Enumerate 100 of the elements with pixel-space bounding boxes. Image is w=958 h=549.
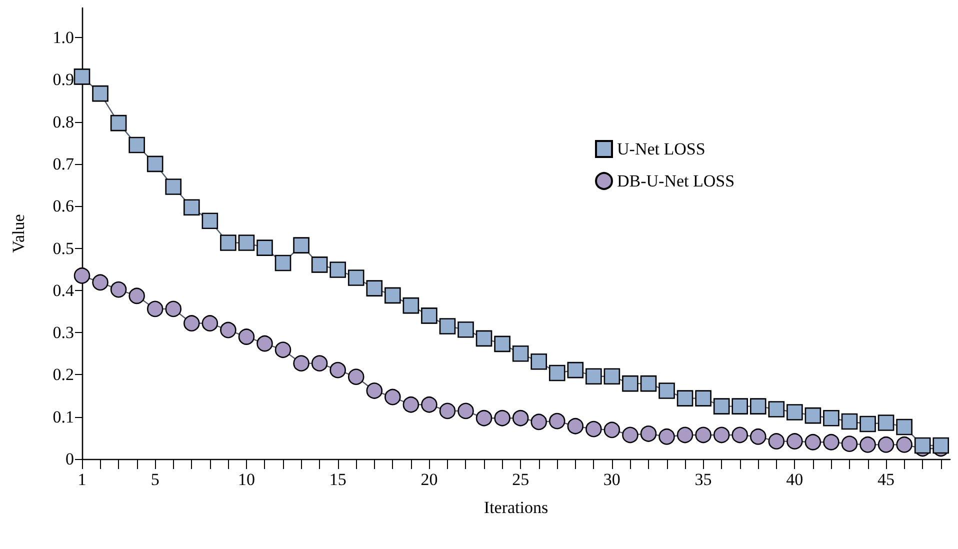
point bbox=[220, 322, 236, 338]
point bbox=[330, 362, 346, 378]
y-tick-label: 0.7 bbox=[52, 154, 74, 174]
point bbox=[676, 390, 694, 406]
x-tick-label: 25 bbox=[512, 470, 530, 489]
point bbox=[146, 300, 164, 318]
point bbox=[804, 407, 822, 424]
y-tick-label: 0 bbox=[66, 450, 74, 468]
point bbox=[384, 388, 401, 406]
point bbox=[658, 382, 675, 399]
point bbox=[110, 114, 127, 132]
point bbox=[786, 433, 803, 450]
point bbox=[183, 199, 200, 216]
point bbox=[860, 436, 876, 453]
point bbox=[530, 414, 547, 430]
point bbox=[476, 330, 492, 347]
point bbox=[604, 368, 620, 385]
point bbox=[604, 422, 620, 438]
y-tick-label: 0.3 bbox=[52, 323, 74, 342]
point bbox=[622, 375, 638, 392]
x-tick-label: 40 bbox=[786, 470, 804, 489]
point bbox=[274, 254, 292, 272]
point bbox=[458, 402, 474, 420]
point bbox=[74, 68, 90, 85]
point bbox=[421, 396, 438, 413]
y-tick-label: 0.5 bbox=[52, 238, 74, 258]
y-tick-label: 0.1 bbox=[52, 407, 74, 426]
point bbox=[366, 280, 383, 296]
point bbox=[640, 426, 657, 442]
x-tick-label: 15 bbox=[329, 470, 346, 489]
point bbox=[713, 398, 730, 414]
point bbox=[750, 428, 766, 445]
point bbox=[713, 426, 730, 444]
point bbox=[311, 355, 328, 372]
point bbox=[732, 398, 748, 414]
point bbox=[256, 240, 273, 256]
point bbox=[823, 410, 840, 426]
x-tick-label: 20 bbox=[420, 470, 438, 489]
point bbox=[202, 315, 218, 332]
x-tick-label: 45 bbox=[878, 470, 895, 489]
point bbox=[695, 390, 712, 406]
point bbox=[567, 418, 584, 434]
y-tick-label: 1.0 bbox=[52, 28, 74, 48]
x-tick-label: 1 bbox=[78, 470, 86, 489]
point bbox=[220, 234, 236, 251]
y-tick-label: 0.8 bbox=[52, 112, 74, 132]
point bbox=[128, 288, 145, 304]
legend-label: DB-U-Net LOSS bbox=[617, 172, 735, 190]
point bbox=[932, 437, 950, 454]
point bbox=[165, 178, 182, 195]
legend-label: U-Net LOSS bbox=[617, 140, 706, 158]
point bbox=[768, 433, 785, 450]
point bbox=[914, 437, 931, 454]
point bbox=[530, 353, 547, 370]
x-tick-label: 35 bbox=[694, 470, 712, 489]
point bbox=[402, 396, 420, 413]
point bbox=[293, 237, 310, 254]
point bbox=[896, 418, 912, 436]
point bbox=[238, 328, 255, 345]
point bbox=[750, 398, 766, 414]
x-tick-label: 5 bbox=[150, 470, 160, 489]
point bbox=[512, 410, 529, 426]
point bbox=[256, 335, 273, 352]
point bbox=[622, 426, 638, 444]
point bbox=[184, 315, 200, 332]
point bbox=[274, 342, 292, 358]
point bbox=[676, 426, 694, 444]
point bbox=[878, 436, 894, 453]
point bbox=[330, 262, 346, 278]
point bbox=[202, 212, 218, 230]
point bbox=[439, 402, 456, 420]
y-tick-label: 0.2 bbox=[52, 365, 74, 384]
point bbox=[384, 287, 401, 304]
point bbox=[311, 256, 328, 273]
point bbox=[366, 382, 383, 399]
point bbox=[512, 345, 529, 362]
y-tick-label: 0.9 bbox=[52, 70, 74, 90]
point bbox=[494, 410, 510, 426]
x-tick-label: 30 bbox=[603, 470, 620, 489]
point bbox=[548, 412, 566, 430]
point bbox=[860, 416, 876, 432]
point bbox=[823, 434, 840, 450]
point bbox=[128, 136, 145, 154]
point bbox=[732, 426, 748, 444]
point bbox=[238, 234, 255, 251]
point bbox=[421, 308, 438, 324]
point bbox=[841, 413, 858, 430]
point bbox=[146, 156, 164, 172]
point bbox=[476, 410, 492, 426]
point bbox=[640, 375, 657, 392]
point bbox=[786, 404, 803, 420]
point bbox=[439, 318, 456, 334]
point bbox=[768, 401, 785, 418]
point bbox=[92, 85, 108, 102]
point bbox=[804, 434, 822, 450]
point bbox=[658, 428, 675, 445]
point bbox=[293, 355, 310, 372]
point bbox=[586, 420, 602, 438]
point bbox=[586, 368, 602, 385]
point bbox=[74, 268, 90, 284]
